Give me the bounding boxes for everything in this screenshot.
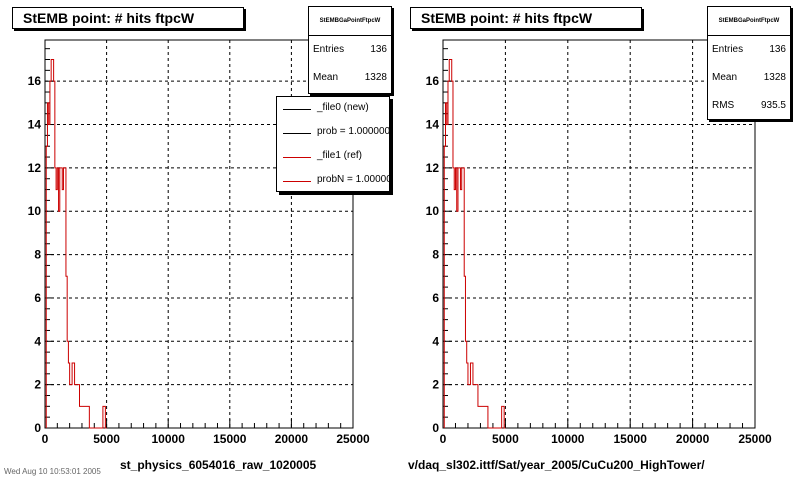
left-stats-mean-label: Mean <box>313 72 339 83</box>
legend-swatch-prob <box>283 133 311 134</box>
right-stats-box: StEMBGaPointFtpcW Entries 136 Mean 1328 … <box>707 6 791 120</box>
right-y-tick-label: 0 <box>432 421 439 435</box>
left-x-axis-label: st_physics_6054016_raw_1020005 <box>120 458 317 472</box>
right-y-tick-label: 2 <box>432 378 439 392</box>
right-y-tick-label: 14 <box>426 118 440 132</box>
left-y-tick-label: 14 <box>28 118 42 132</box>
right-x-tick-label: 15000 <box>614 432 648 446</box>
right-y-tick-label: 4 <box>432 334 439 348</box>
left-histogram-series <box>45 59 107 429</box>
left-y-tick-label: 2 <box>34 378 41 392</box>
footer-timestamp: Wed Aug 10 10:53:01 2005 <box>4 467 101 476</box>
left-x-tick-label: 15000 <box>213 432 247 446</box>
legend-label-file0: _file0 (new) <box>317 102 369 113</box>
left-y-tick-label: 6 <box>34 291 41 305</box>
right-stats-rms-row: RMS 935.5 <box>708 92 790 120</box>
right-stats-rms-label: RMS <box>712 100 735 111</box>
left-stats-entries-row: Entries 136 <box>309 36 391 64</box>
left-y-tick-label: 0 <box>34 421 41 435</box>
legend-entry: probN = 1.000000 <box>277 169 390 191</box>
left-y-tick-label: 8 <box>34 248 41 262</box>
right-stats-rms-value: 935.5 <box>760 100 786 111</box>
right-x-tick-label: 25000 <box>738 432 772 446</box>
right-x-tick-label: 20000 <box>676 432 710 446</box>
right-stats-mean-row: Mean 1328 <box>708 64 790 92</box>
right-y-tick-label: 12 <box>426 161 440 175</box>
legend-entry: _file1 (ref) <box>277 145 389 169</box>
legend-label-probn: probN = 1.000000 <box>317 174 390 185</box>
left-y-tick-label: 16 <box>28 74 42 88</box>
right-histogram-title: StEMB point: # hits ftpcW <box>410 7 642 29</box>
right-x-tick-label: 10000 <box>551 432 585 446</box>
left-y-tick-label: 12 <box>28 161 42 175</box>
right-stats-mean-label: Mean <box>712 72 738 83</box>
right-x-tick-label: 0 <box>440 432 447 446</box>
legend-label-file1: _file1 (ref) <box>317 150 363 161</box>
legend-swatch-file0 <box>283 109 311 110</box>
left-legend: _file0 (new) prob = 1.000000 _file1 (ref… <box>276 96 390 192</box>
left-x-tick-label: 5000 <box>93 432 120 446</box>
legend-entry: _file0 (new) <box>277 97 389 121</box>
left-stats-box: StEMBGaPointFtpcW Entries 136 Mean 1328 <box>308 6 392 94</box>
left-x-tick-label: 25000 <box>336 432 370 446</box>
right-y-tick-label: 10 <box>426 204 440 218</box>
right-y-tick-label: 6 <box>432 291 439 305</box>
right-stats-mean-value: 1328 <box>763 72 786 83</box>
right-histogram-series <box>443 59 506 429</box>
right-y-tick-label: 16 <box>426 74 440 88</box>
left-stats-title: StEMBGaPointFtpcW <box>309 7 391 36</box>
right-plot-frame <box>442 39 756 429</box>
left-y-tick-label: 10 <box>28 204 42 218</box>
right-x-axis-label: v/daq_sl302.ittf/Sat/year_2005/CuCu200_H… <box>408 458 705 472</box>
left-y-tick-label: 4 <box>34 334 41 348</box>
legend-swatch-probn <box>283 181 311 182</box>
legend-label-prob: prob = 1.000000 <box>317 126 390 137</box>
left-stats-entries-label: Entries <box>313 44 345 55</box>
legend-swatch-file1 <box>283 157 311 158</box>
left-stats-mean-value: 1328 <box>364 72 387 83</box>
right-y-tick-label: 8 <box>432 248 439 262</box>
right-stats-title: StEMBGaPointFtpcW <box>708 7 790 36</box>
left-stats-mean-row: Mean 1328 <box>309 64 391 92</box>
right-stats-entries-value: 136 <box>769 44 786 55</box>
legend-entry: prob = 1.000000 <box>277 121 389 145</box>
left-histogram-title: StEMB point: # hits ftpcW <box>12 7 244 29</box>
right-stats-entries-row: Entries 136 <box>708 36 790 64</box>
right-stats-entries-label: Entries <box>712 44 744 55</box>
left-x-tick-label: 20000 <box>275 432 309 446</box>
right-x-tick-label: 5000 <box>492 432 519 446</box>
left-x-tick-label: 10000 <box>152 432 186 446</box>
left-stats-entries-value: 136 <box>370 44 387 55</box>
left-x-tick-label: 0 <box>42 432 49 446</box>
